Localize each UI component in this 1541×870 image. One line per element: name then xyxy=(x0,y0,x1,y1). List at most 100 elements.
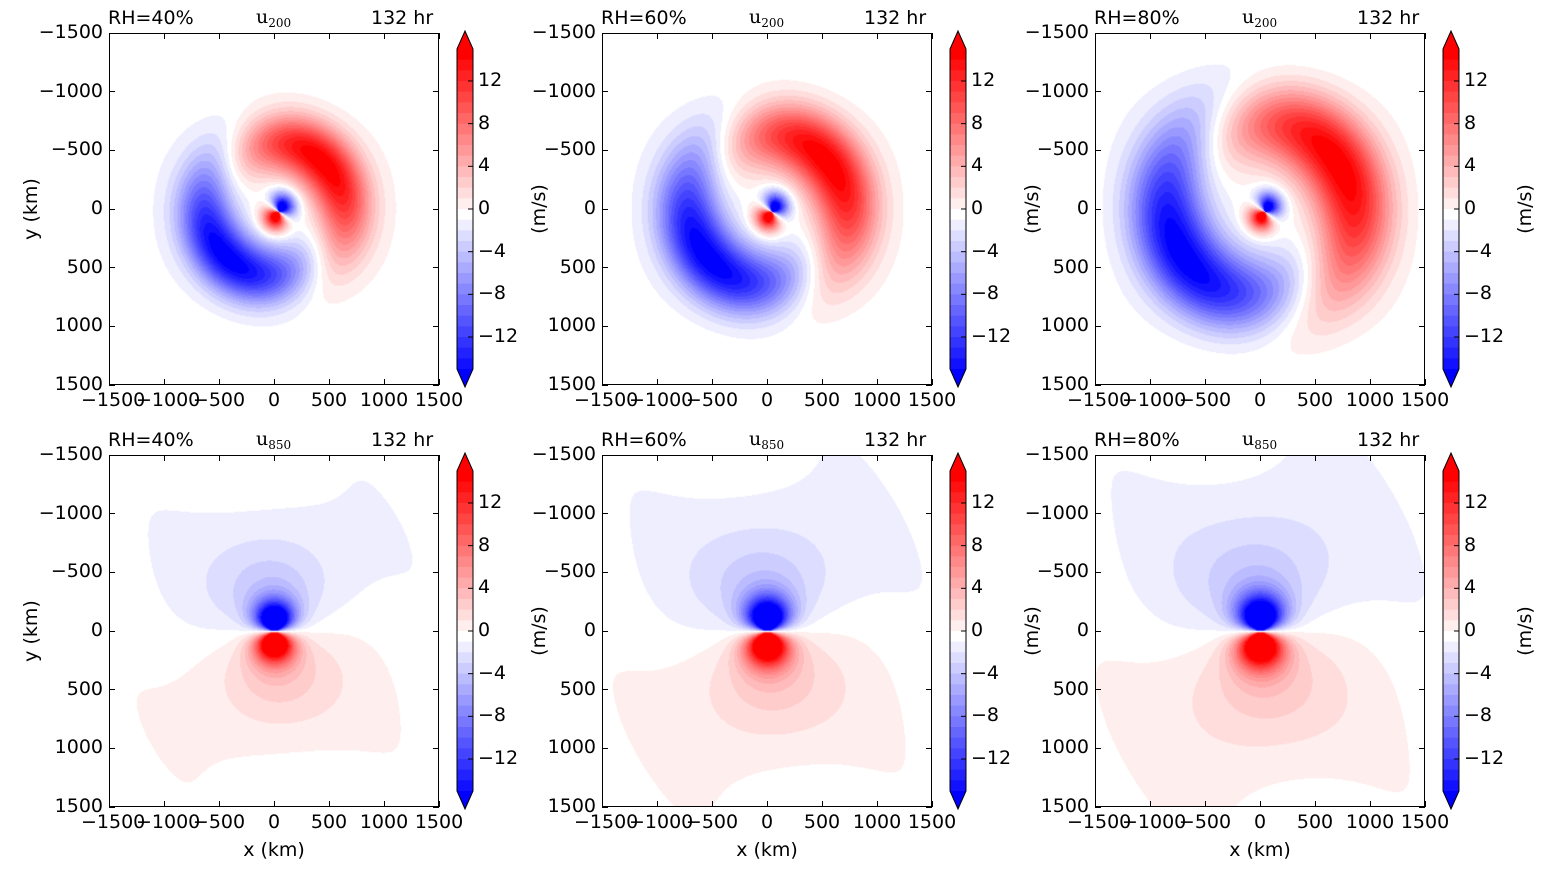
x-tick-mark xyxy=(218,455,220,461)
colorbar-tick-label: 8 xyxy=(971,111,984,134)
y-tick-label: −1500 xyxy=(1024,21,1089,43)
variable-level: 200 xyxy=(268,16,292,30)
colorbar-level xyxy=(457,294,473,306)
y-tick-label: −1000 xyxy=(531,501,596,524)
x-tick-mark xyxy=(1149,33,1151,39)
colorbar-level xyxy=(1443,70,1459,82)
x-tick-label: 500 xyxy=(1296,811,1334,833)
colorbar-level xyxy=(457,81,473,93)
panel-rh-label: RH=80% xyxy=(1094,7,1180,29)
colorbar-extend-min xyxy=(1443,369,1459,387)
colorbar-level xyxy=(950,315,966,327)
colorbar-level xyxy=(1443,91,1459,103)
colorbar-level xyxy=(1443,769,1459,781)
colorbar-level xyxy=(950,166,966,178)
colorbar-level xyxy=(950,759,966,771)
colorbar-level xyxy=(1443,481,1459,493)
y-tick-mark xyxy=(926,513,932,515)
y-tick-mark xyxy=(109,571,115,573)
x-tick-mark xyxy=(1369,379,1371,385)
colorbar-level xyxy=(950,609,966,621)
x-tick-mark xyxy=(1259,801,1261,807)
y-tick-mark xyxy=(1419,325,1425,327)
x-tick-mark xyxy=(1149,801,1151,807)
colorbar-level xyxy=(950,545,966,557)
y-tick-mark xyxy=(602,806,608,808)
y-tick-mark xyxy=(602,208,608,210)
colorbar-tick-label: 0 xyxy=(1464,197,1477,219)
colorbar-level xyxy=(950,230,966,242)
colorbar-level xyxy=(1443,716,1459,728)
y-tick-mark xyxy=(1095,454,1101,456)
x-tick-label: 1000 xyxy=(1345,811,1395,833)
y-tick-mark xyxy=(433,267,439,269)
y-tick-label: 1000 xyxy=(547,314,596,337)
x-tick-label: 500 xyxy=(310,389,348,411)
colorbar-level xyxy=(950,273,966,285)
y-tick-mark xyxy=(433,149,439,151)
y-axis-label: y (km) xyxy=(20,178,42,240)
panel-time-label: 132 hr xyxy=(1357,7,1420,29)
colorbar-level xyxy=(950,198,966,210)
x-tick-mark xyxy=(1259,379,1261,385)
y-tick-mark xyxy=(602,91,608,93)
colorbar-level xyxy=(457,652,473,664)
colorbar-level xyxy=(950,599,966,611)
colorbar-level xyxy=(950,347,966,359)
y-tick-mark xyxy=(1095,747,1101,749)
colorbar-level xyxy=(457,471,473,483)
contour-field xyxy=(110,456,438,806)
x-tick-mark xyxy=(766,801,768,807)
colorbar-level xyxy=(457,251,473,263)
y-tick-mark xyxy=(1419,806,1425,808)
panel-rh-label: RH=60% xyxy=(601,429,687,451)
y-tick-mark xyxy=(1095,91,1101,93)
colorbar xyxy=(1442,451,1460,811)
colorbar-tick-label: 8 xyxy=(478,111,491,134)
y-tick-mark xyxy=(926,267,932,269)
x-tick-label: 1000 xyxy=(852,389,902,411)
colorbar-level xyxy=(950,727,966,739)
colorbar-level xyxy=(1443,81,1459,93)
x-axis-label: x (km) xyxy=(736,839,798,861)
x-tick-label: −500 xyxy=(192,811,246,833)
colorbar xyxy=(456,451,474,811)
colorbar-outline xyxy=(456,451,474,811)
y-tick-mark xyxy=(926,689,932,691)
x-tick-mark xyxy=(273,455,275,461)
y-tick-label: 500 xyxy=(66,255,103,278)
colorbar-level xyxy=(457,524,473,536)
colorbar-level xyxy=(950,471,966,483)
y-tick-label: −1500 xyxy=(1024,443,1089,465)
colorbar-level xyxy=(950,641,966,653)
panel-variable-label: u850 xyxy=(749,430,784,452)
colorbar-level xyxy=(1443,759,1459,771)
y-tick-mark xyxy=(433,747,439,749)
colorbar-label: (m/s) xyxy=(1514,606,1536,656)
colorbar-level xyxy=(457,166,473,178)
colorbar-tick-label: −8 xyxy=(478,282,507,305)
colorbar-tick-label: −8 xyxy=(1464,704,1493,727)
x-tick-label: 500 xyxy=(1296,389,1334,411)
y-tick-label: 0 xyxy=(1076,197,1089,219)
x-tick-mark xyxy=(876,379,878,385)
y-tick-label: 1500 xyxy=(1040,795,1089,817)
y-tick-mark xyxy=(109,806,115,808)
x-tick-mark xyxy=(821,379,823,385)
x-tick-mark xyxy=(821,801,823,807)
colorbar-tick-label: −4 xyxy=(1464,661,1493,684)
x-tick-mark xyxy=(766,455,768,461)
colorbar-extend-max xyxy=(950,453,966,471)
x-tick-mark xyxy=(1204,801,1206,807)
x-tick-mark xyxy=(931,379,933,385)
colorbar-tick-label: −12 xyxy=(971,747,1012,769)
colorbar-level xyxy=(1443,567,1459,579)
x-tick-label: 1500 xyxy=(907,811,957,833)
x-tick-mark xyxy=(273,801,275,807)
colorbar-tick-label: −12 xyxy=(971,325,1012,347)
colorbar-level xyxy=(950,620,966,632)
colorbar-level xyxy=(457,748,473,760)
colorbar-level xyxy=(950,684,966,696)
x-axis-label: x (km) xyxy=(1229,839,1291,861)
y-tick-label: 1500 xyxy=(547,373,596,395)
